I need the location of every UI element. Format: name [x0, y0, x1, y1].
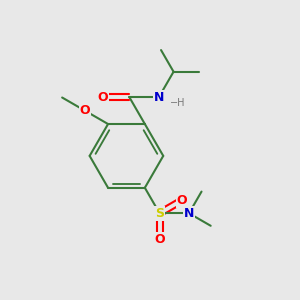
- Text: O: O: [80, 104, 90, 117]
- Text: O: O: [154, 233, 165, 246]
- Text: N: N: [154, 91, 164, 104]
- Text: N: N: [184, 207, 194, 220]
- Text: O: O: [98, 91, 108, 104]
- Text: −H: −H: [170, 98, 185, 107]
- Text: S: S: [155, 207, 164, 220]
- Text: O: O: [177, 194, 187, 207]
